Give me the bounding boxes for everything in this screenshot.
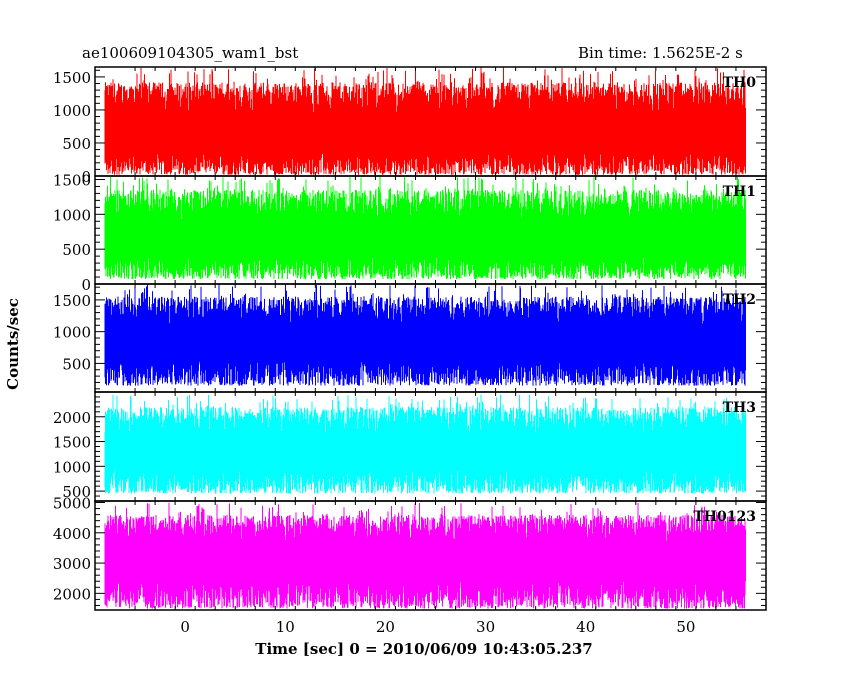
panel-th0: 0 500 1000 1500 TH0 xyxy=(53,66,767,186)
y-tick-label: 5000 xyxy=(53,495,91,513)
y-tick-label: 3000 xyxy=(53,555,91,573)
series-th0 xyxy=(104,67,746,175)
y-tick-label: 500 xyxy=(62,135,91,153)
x-tick-label: 0 xyxy=(180,618,190,636)
panel-th0123: 2000 3000 4000 5000 TH0123 xyxy=(53,495,767,611)
series-th1 xyxy=(104,176,746,280)
y-tick-label: 0 xyxy=(81,276,91,294)
series-th2 xyxy=(104,284,746,386)
x-tick-label: 10 xyxy=(276,618,295,636)
y-tick-label: 0 xyxy=(81,168,91,186)
panel-label-th2: TH2 xyxy=(723,292,756,308)
x-axis: 0 10 20 30 40 50 xyxy=(180,618,695,636)
y-tick-label: 4000 xyxy=(53,525,91,543)
y-tick-label: 500 xyxy=(62,483,91,501)
y-tick-label: 2000 xyxy=(53,585,91,603)
series-th3 xyxy=(104,394,746,494)
panel-frame xyxy=(94,500,767,611)
y-tick-label: 1000 xyxy=(53,324,91,342)
chart-title: ae100609104305_wam1_bst xyxy=(82,44,299,62)
panel-label-th3: TH3 xyxy=(723,400,756,416)
series-th0123 xyxy=(104,502,746,609)
x-axis-label: Time [sec] 0 = 2010/06/09 10:43:05.237 xyxy=(255,640,592,658)
x-tick-label: 50 xyxy=(676,618,695,636)
panel-th2: 500 1000 1500 TH2 xyxy=(53,283,767,393)
panel-label-th0: TH0 xyxy=(723,75,757,91)
panel-th3: 500 1000 1500 2000 TH3 xyxy=(53,391,767,502)
y-tick-label: 1000 xyxy=(53,102,91,120)
panel-th1: 0 500 1000 1500 TH1 xyxy=(53,171,767,294)
y-tick-label: 500 xyxy=(62,241,91,259)
y-tick-label: 1500 xyxy=(53,171,91,189)
y-tick-label: 1000 xyxy=(53,206,91,224)
y-tick-label: 1500 xyxy=(53,434,91,452)
panel-label-th1: TH1 xyxy=(723,184,756,200)
x-tick-label: 40 xyxy=(576,618,595,636)
y-axis-label: Counts/sec xyxy=(4,298,22,390)
y-tick-label: 1500 xyxy=(53,69,91,87)
y-tick-label: 1000 xyxy=(53,458,91,476)
y-tick-label: 500 xyxy=(62,355,91,373)
y-tick-label: 2000 xyxy=(53,409,91,427)
y-tick-label: 1500 xyxy=(53,292,91,310)
x-tick-label: 20 xyxy=(376,618,395,636)
bin-time-label: Bin time: 1.5625E-2 s xyxy=(578,44,743,62)
panel-label-th0123: TH0123 xyxy=(693,509,756,525)
panel-group: 0 500 1000 1500 TH0 0 500 1000 1500 TH1 500 1000 150… xyxy=(53,66,767,611)
x-tick-label: 30 xyxy=(476,618,495,636)
